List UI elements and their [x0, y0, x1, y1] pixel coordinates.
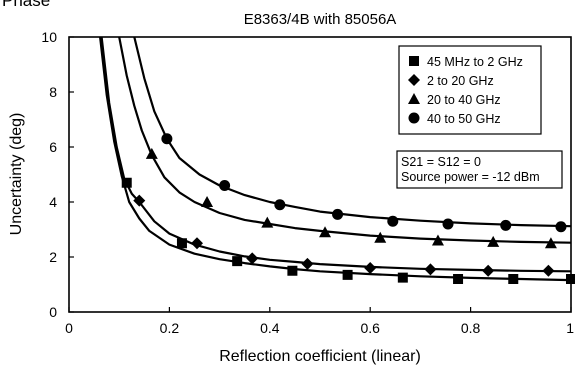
data-point-diamond — [364, 262, 377, 274]
chart-title: E8363/4B with 85056A — [244, 11, 397, 28]
data-point-diamond — [133, 194, 146, 207]
data-point-circle — [332, 208, 344, 220]
x-tick-label: 0.2 — [160, 320, 180, 336]
annotation-border — [396, 150, 563, 189]
y-tick-label: 2 — [49, 249, 57, 265]
legend-box: 45 MHz to 2 GHz 2 to 20 GHz 20 to 40 GHz 40… — [398, 45, 542, 135]
data-point-triangle — [201, 196, 214, 207]
data-point-circle — [442, 218, 454, 230]
data-point-triangle — [431, 234, 444, 246]
data-point-square — [566, 274, 575, 284]
annotation-line: Source power = -12 dBm — [401, 170, 540, 184]
data-point-circle — [219, 180, 231, 191]
data-point-circle — [161, 133, 173, 145]
data-point-square — [397, 272, 408, 283]
data-point-diamond — [424, 263, 437, 276]
data-point-circle — [500, 219, 512, 231]
markers-layer — [121, 133, 575, 284]
annotation-line: S21 = S12 = 0 — [401, 155, 481, 169]
data-point-square — [121, 177, 132, 188]
data-point-triangle — [261, 216, 274, 228]
x-axis-title: Reflection coefficient (linear) — [219, 348, 421, 365]
data-point-circle — [274, 199, 286, 211]
legend-marker-triangle — [408, 93, 420, 104]
legend-label: 40 to 50 GHz — [427, 112, 501, 126]
data-point-triangle — [374, 231, 387, 243]
plot-area-border — [68, 36, 572, 313]
data-point-square — [232, 256, 243, 267]
y-axis-title: Uncertainty (deg) — [8, 113, 25, 236]
data-point-diamond — [542, 264, 555, 277]
data-point-diamond — [482, 264, 495, 277]
y-tick-label: 10 — [41, 29, 57, 45]
y-tick-label: 4 — [49, 194, 57, 210]
legend-label: 45 MHz to 2 GHz — [427, 55, 523, 69]
data-point-square — [176, 238, 187, 249]
legend-marker-square — [409, 56, 419, 66]
x-tick-label: 0.8 — [461, 320, 481, 336]
data-point-diamond — [191, 237, 204, 250]
data-point-circle — [387, 215, 399, 227]
x-tick-label: 0 — [65, 320, 73, 336]
x-tick-label: 1 — [566, 320, 574, 336]
data-point-square — [342, 269, 353, 280]
legend-border — [398, 45, 542, 135]
page-label: Phase — [2, 0, 51, 10]
data-point-diamond — [246, 252, 259, 265]
series-line-3 — [118, 37, 571, 244]
data-point-triangle — [487, 235, 500, 247]
data-point-diamond — [301, 257, 314, 270]
x-tick-label: 0.6 — [360, 320, 380, 336]
series-line-1 — [99, 37, 571, 282]
legend-label: 2 to 20 GHz — [427, 74, 494, 88]
x-tick-label: 0.4 — [260, 320, 280, 336]
data-point-triangle — [145, 147, 158, 159]
data-point-circle — [555, 221, 567, 233]
legend-marker-diamond — [408, 74, 420, 86]
legend-label: 20 to 40 GHz — [427, 93, 501, 107]
data-point-square — [508, 274, 519, 284]
y-tick-label: 6 — [49, 139, 57, 155]
plot-frame — [68, 36, 572, 313]
data-point-triangle — [319, 226, 332, 238]
legend-marker-circle — [408, 112, 420, 124]
data-point-square — [453, 274, 464, 284]
data-point-square — [287, 265, 298, 276]
y-tick-label: 8 — [49, 84, 57, 100]
data-point-triangle — [544, 237, 557, 249]
y-tick-label: 0 — [49, 304, 57, 320]
